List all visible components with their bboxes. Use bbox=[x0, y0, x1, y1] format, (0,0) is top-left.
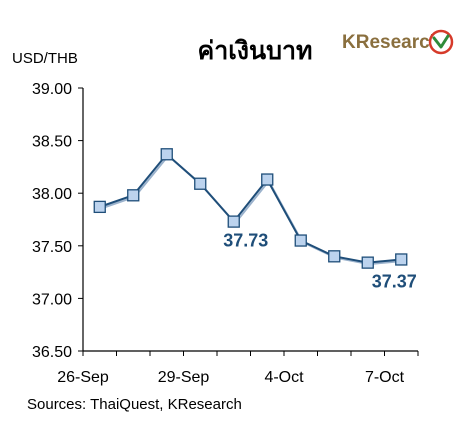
x-tick-label: 29-Sep bbox=[158, 369, 210, 386]
logo-icon bbox=[428, 29, 454, 55]
leaf-icon bbox=[432, 34, 450, 49]
y-tick-label: 38.50 bbox=[32, 134, 72, 151]
data-point bbox=[361, 256, 374, 269]
chart-title: ค่าเงินบาท bbox=[198, 36, 313, 65]
kresearch-logo: KResearch bbox=[342, 29, 454, 55]
x-tick-label: 7-Oct bbox=[365, 369, 405, 386]
data-point bbox=[395, 253, 408, 266]
y-tick-label: 37.50 bbox=[32, 239, 72, 256]
y-tick-label: 37.00 bbox=[32, 291, 72, 308]
y-tick-label: 38.00 bbox=[32, 186, 72, 203]
data-point bbox=[194, 177, 207, 190]
data-point bbox=[261, 173, 274, 186]
y-axis: 39.00 38.50 38.00 37.50 37.00 36.50 bbox=[32, 81, 84, 361]
y-tick-label: 36.50 bbox=[32, 344, 72, 361]
data-point bbox=[93, 200, 106, 214]
data-point bbox=[328, 250, 341, 263]
series-line bbox=[99, 152, 402, 264]
data-point bbox=[160, 148, 173, 161]
x-tick-label: 26-Sep bbox=[57, 369, 109, 386]
y-axis-unit-label: USD/THB bbox=[12, 50, 78, 67]
x-axis: 26-Sep 29-Sep 4-Oct 7-Oct bbox=[57, 350, 419, 386]
x-tick-label: 4-Oct bbox=[264, 369, 304, 386]
data-label: 37.73 bbox=[223, 231, 268, 251]
data-label: 37.37 bbox=[372, 271, 417, 291]
series-line-shadow bbox=[100, 154, 403, 266]
data-point bbox=[227, 215, 240, 228]
plot-area: 37.73 37.37 bbox=[93, 148, 417, 291]
data-point bbox=[294, 234, 307, 247]
y-tick-label: 39.00 bbox=[32, 81, 72, 98]
source-note: Sources: ThaiQuest, KResearch bbox=[27, 396, 242, 413]
brand-text: KResearch bbox=[342, 32, 441, 53]
data-point bbox=[127, 189, 140, 202]
